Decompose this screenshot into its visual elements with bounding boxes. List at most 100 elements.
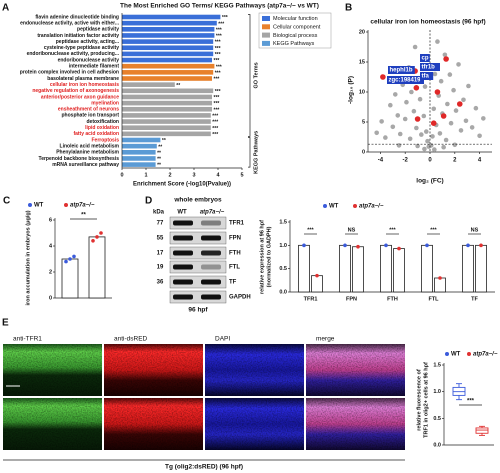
bracket — [248, 137, 251, 168]
bar — [88, 236, 106, 299]
significance: *** — [215, 46, 221, 52]
blot-band — [201, 220, 221, 226]
category-label: myelination — [91, 100, 119, 106]
blot-protein: TF — [229, 280, 237, 286]
category-label: cellular iron ion homeostasis — [50, 82, 119, 88]
bar — [122, 119, 211, 124]
point — [343, 243, 347, 248]
category-label: fatty acid oxidation — [73, 131, 119, 137]
microscopy-caption: Tg (olig2:dsRED) (96 hpf) — [165, 464, 243, 471]
bar — [122, 143, 157, 149]
blot-strip — [169, 290, 227, 304]
point — [422, 84, 428, 89]
x-tick-label: 1 — [144, 172, 147, 178]
point — [431, 106, 437, 112]
panel-c-ylabel: iron accumulation in embryos (μg/g) — [25, 210, 31, 305]
blot-marker: 55 — [157, 236, 164, 242]
point — [379, 119, 384, 124]
micrograph-texture — [306, 344, 405, 396]
y-tick-label: 6 — [49, 217, 52, 223]
point — [425, 138, 430, 144]
legend-label: WT — [451, 352, 461, 358]
category-label: translation initiation factor activity — [37, 33, 119, 39]
micrograph-texture — [3, 344, 102, 396]
point — [384, 243, 388, 248]
y-tick-label: 15 — [359, 59, 365, 65]
blot-band — [201, 279, 221, 285]
significance: ** — [157, 157, 161, 163]
point — [383, 135, 388, 140]
blot-band — [201, 264, 221, 270]
point — [466, 243, 470, 248]
y-tick-label: 0.0 — [433, 442, 441, 448]
category-label: detoxification — [86, 119, 119, 125]
blot-band — [201, 294, 221, 300]
blot-strip — [169, 260, 227, 274]
point — [404, 99, 409, 105]
category-label: protein complex involved in cell adhesio… — [20, 70, 119, 76]
bar — [122, 131, 211, 137]
blot-band — [173, 250, 193, 256]
significance: *** — [215, 40, 221, 46]
point — [423, 129, 429, 134]
bracket-label: GO Terms — [253, 62, 259, 88]
significance: NS — [348, 227, 356, 233]
y-tick-label: 0 — [49, 295, 52, 301]
significance: *** — [212, 126, 218, 132]
category-label: endonuclease activity, active with eithe… — [20, 20, 119, 26]
blot-title: whole embryos — [173, 197, 222, 204]
point — [438, 78, 444, 84]
gene-label-bg — [420, 63, 440, 71]
significance: *** — [212, 120, 218, 126]
bar — [421, 244, 433, 293]
blot-band — [173, 294, 193, 300]
point — [411, 108, 417, 114]
blot-strip — [169, 275, 227, 289]
point — [477, 133, 482, 139]
channel-label: anti-TFR1 — [13, 336, 42, 343]
legend-label: Cellular component — [273, 24, 321, 30]
bar — [122, 150, 156, 155]
panel-e-ylabel: relative fluorescence of — [416, 369, 422, 431]
significance: *** — [215, 70, 221, 76]
bar — [475, 244, 487, 293]
y-tick-label: 0.5 — [279, 266, 287, 272]
bar — [122, 94, 212, 100]
y-tick-label: 1.5 — [279, 219, 287, 225]
x-tick-label: 0 — [120, 172, 123, 178]
bar — [122, 156, 156, 161]
bar — [122, 82, 175, 87]
bar — [122, 162, 156, 167]
bracket-label: KEGG Pathways — [253, 131, 259, 174]
point — [452, 142, 458, 148]
bar — [122, 88, 214, 94]
blot-band — [173, 264, 193, 270]
significance: *** — [215, 52, 221, 58]
legend-label: atp7a−/− — [473, 352, 498, 358]
category-label: Terpenoid backbone biosynthesis — [39, 156, 120, 162]
point — [451, 87, 456, 93]
legend-swatch — [262, 40, 270, 46]
significance: *** — [389, 227, 396, 233]
y-tick-label: 20 — [359, 29, 365, 35]
highlight-point — [430, 120, 437, 126]
panel-label: A — [2, 3, 9, 14]
point — [315, 273, 319, 278]
category-label: endoribonuclease activity, producing... — [27, 51, 120, 57]
blot-protein: FPN — [229, 236, 241, 242]
blot-protein: FTH — [229, 251, 241, 257]
significance: *** — [216, 34, 222, 40]
micrograph-texture — [104, 344, 203, 396]
bar — [122, 33, 215, 38]
point — [397, 246, 401, 251]
channel-label: merge — [316, 336, 335, 343]
category-label: endoribonuclease activity — [58, 57, 120, 63]
x-tick-label: FPN — [346, 296, 357, 302]
y-tick-label: 0.0 — [279, 289, 287, 295]
legend-marker — [467, 352, 471, 356]
category-label: mRNA surveillance pathway — [52, 162, 119, 168]
highlight-point — [380, 74, 386, 80]
point — [432, 71, 438, 77]
point — [422, 146, 427, 152]
category-label: peptidase activity, acting... — [56, 39, 120, 45]
